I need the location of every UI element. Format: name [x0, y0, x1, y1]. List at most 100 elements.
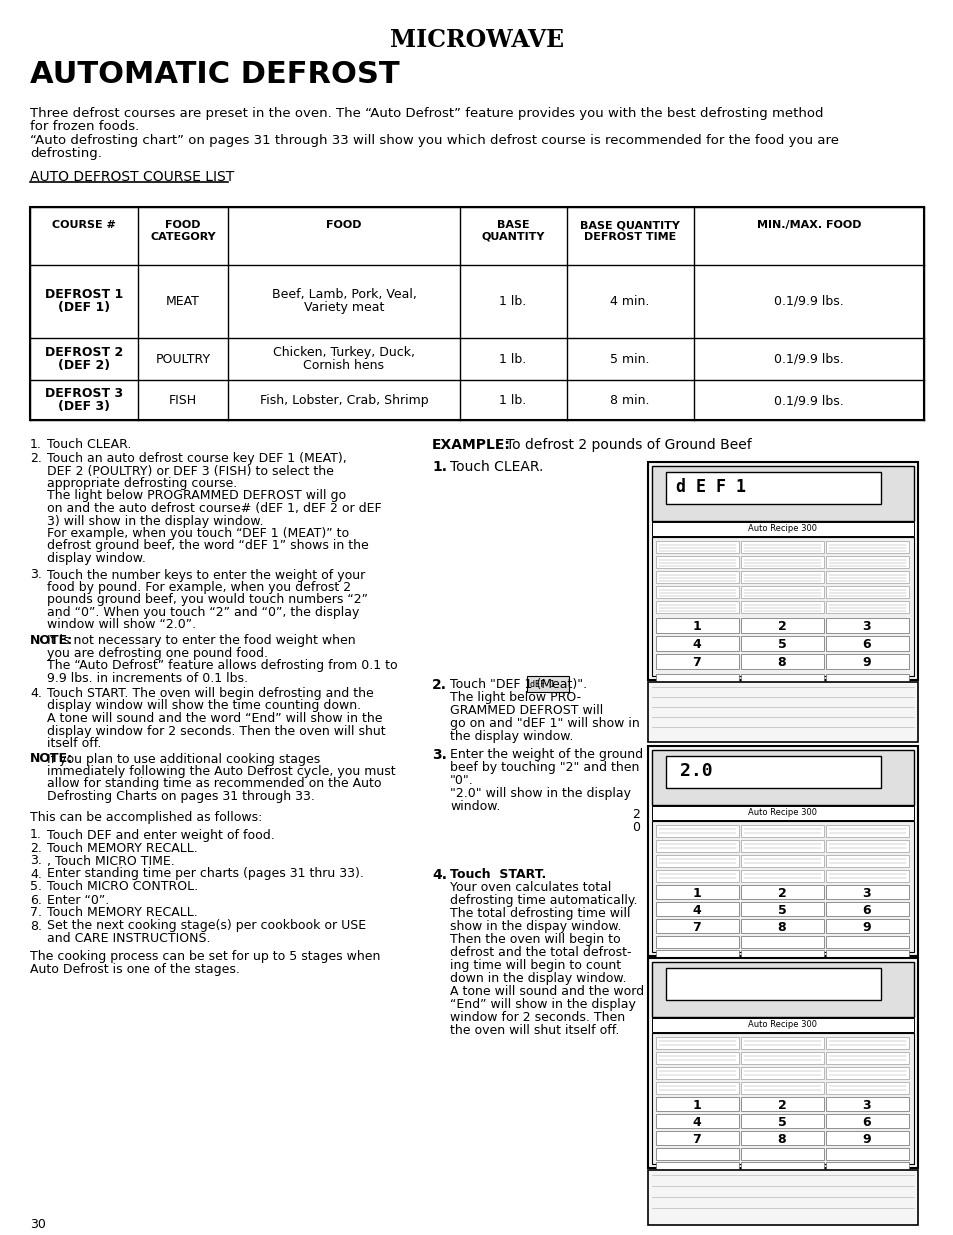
Text: 8: 8	[777, 1132, 785, 1146]
Text: 8: 8	[777, 921, 785, 934]
Bar	[651, 1032, 913, 1165]
Bar	[740, 1149, 823, 1160]
Text: 1: 1	[692, 887, 700, 900]
Text: 6.: 6.	[30, 893, 42, 906]
Bar	[656, 902, 739, 916]
Text: defrosting.: defrosting.	[30, 147, 102, 161]
Text: 1 lb.: 1 lb.	[498, 295, 526, 308]
Bar	[665, 472, 880, 504]
Bar	[647, 746, 917, 956]
Text: defrosting time automatically.: defrosting time automatically.	[450, 894, 637, 906]
Text: 5: 5	[777, 1116, 785, 1129]
Text: Touch MICRO CONTROL.: Touch MICRO CONTROL.	[47, 881, 198, 893]
Bar	[651, 962, 913, 1016]
Bar	[825, 618, 908, 634]
Bar	[825, 1131, 908, 1145]
Text: (DEF 1): (DEF 1)	[58, 301, 110, 314]
Bar	[651, 537, 913, 676]
Bar	[656, 618, 739, 634]
Text: 0: 0	[631, 821, 639, 834]
Bar	[656, 636, 739, 651]
Bar	[656, 1162, 739, 1172]
Bar	[651, 750, 913, 805]
Bar	[656, 885, 739, 899]
Text: Three defrost courses are preset in the oven. The “Auto Defrost” feature provide: Three defrost courses are preset in the …	[30, 107, 822, 120]
Text: 5: 5	[777, 904, 785, 918]
Bar	[656, 655, 739, 669]
Text: 0.1/9.9 lbs.: 0.1/9.9 lbs.	[773, 394, 843, 408]
Bar	[740, 1131, 823, 1145]
Text: For example, when you touch “DEF 1 (MEAT)” to: For example, when you touch “DEF 1 (MEAT…	[47, 527, 349, 540]
Text: display window.: display window.	[47, 552, 146, 564]
Bar	[647, 1170, 917, 1225]
Text: If you plan to use additional cooking stages: If you plan to use additional cooking st…	[47, 752, 320, 766]
Bar	[825, 1052, 908, 1065]
Bar	[825, 556, 908, 568]
Text: Touch  START.: Touch START.	[450, 868, 546, 881]
Text: Enter standing time per charts (pages 31 thru 33).: Enter standing time per charts (pages 31…	[47, 867, 363, 881]
Text: pounds ground beef, you would touch numbers “2”: pounds ground beef, you would touch numb…	[47, 594, 368, 606]
Text: MEAT: MEAT	[166, 295, 200, 308]
Text: Variety meat: Variety meat	[303, 301, 384, 314]
Text: 6: 6	[862, 638, 870, 651]
Text: you are defrosting one pound food.: you are defrosting one pound food.	[47, 646, 268, 659]
Bar	[825, 1037, 908, 1049]
Text: A tone will sound and the word “End” will show in the: A tone will sound and the word “End” wil…	[47, 713, 382, 725]
Bar	[740, 674, 823, 685]
Text: 6: 6	[862, 904, 870, 918]
Text: 30: 30	[30, 1218, 46, 1231]
Text: 2: 2	[777, 1099, 785, 1112]
Bar	[656, 840, 739, 852]
Bar	[651, 522, 913, 536]
Text: “End” will show in the display: “End” will show in the display	[450, 998, 636, 1011]
Text: the display window.: the display window.	[450, 730, 573, 743]
Text: for frozen foods.: for frozen foods.	[30, 120, 139, 133]
Text: (DEF 2): (DEF 2)	[58, 359, 110, 372]
Bar	[740, 541, 823, 553]
Text: “Auto defrosting chart” on pages 31 through 33 will show you which defrost cours: “Auto defrosting chart” on pages 31 thro…	[30, 135, 838, 147]
Text: Chicken, Turkey, Duck,: Chicken, Turkey, Duck,	[273, 346, 415, 359]
Bar	[740, 840, 823, 852]
Bar	[740, 1114, 823, 1128]
Bar	[825, 869, 908, 882]
Bar	[825, 689, 908, 699]
Bar	[740, 1067, 823, 1079]
Text: beef by touching "2" and then: beef by touching "2" and then	[450, 761, 639, 774]
Text: 1 lb.: 1 lb.	[498, 353, 526, 366]
Text: Enter the weight of the ground: Enter the weight of the ground	[450, 748, 642, 761]
Bar	[825, 585, 908, 598]
Bar	[825, 636, 908, 651]
Text: Touch START. The oven will begin defrosting and the: Touch START. The oven will begin defrost…	[47, 687, 374, 700]
Bar	[825, 855, 908, 867]
Bar	[740, 825, 823, 837]
Text: display window for 2 seconds. Then the oven will shut: display window for 2 seconds. Then the o…	[47, 725, 385, 737]
Text: the oven will shut itself off.: the oven will shut itself off.	[450, 1024, 618, 1037]
Text: The total defrosting time will: The total defrosting time will	[450, 906, 630, 920]
Text: EXAMPLE:: EXAMPLE:	[432, 438, 511, 452]
Bar	[656, 571, 739, 583]
Bar	[651, 466, 913, 521]
Bar	[740, 950, 823, 960]
Bar	[656, 1082, 739, 1094]
Bar	[656, 1097, 739, 1112]
Text: 1 lb.: 1 lb.	[498, 394, 526, 408]
Text: 2.: 2.	[30, 452, 42, 466]
Text: 0.1/9.9 lbs.: 0.1/9.9 lbs.	[773, 353, 843, 366]
Text: Auto Defrost is one of the stages.: Auto Defrost is one of the stages.	[30, 962, 239, 976]
Text: 8.: 8.	[30, 920, 42, 932]
Text: MICROWAVE: MICROWAVE	[390, 28, 563, 52]
Text: itself off.: itself off.	[47, 737, 101, 750]
Text: and “0”. When you touch “2” and “0”, the display: and “0”. When you touch “2” and “0”, the…	[47, 606, 359, 619]
Bar	[651, 1018, 913, 1032]
Text: Touch "DEF 1 (Meat)".: Touch "DEF 1 (Meat)".	[450, 678, 586, 692]
Bar	[740, 902, 823, 916]
Bar	[825, 950, 908, 960]
Text: AUTOMATIC DEFROST: AUTOMATIC DEFROST	[30, 61, 399, 89]
Bar	[740, 1037, 823, 1049]
Text: display window will show the time counting down.: display window will show the time counti…	[47, 699, 361, 713]
Text: Defrosting Charts on pages 31 through 33.: Defrosting Charts on pages 31 through 33…	[47, 790, 314, 803]
Bar	[656, 855, 739, 867]
Text: NOTE:: NOTE:	[30, 634, 73, 647]
Bar	[825, 571, 908, 583]
Text: on and the auto defrost course# (dEF 1, dEF 2 or dEF: on and the auto defrost course# (dEF 1, …	[47, 501, 381, 515]
